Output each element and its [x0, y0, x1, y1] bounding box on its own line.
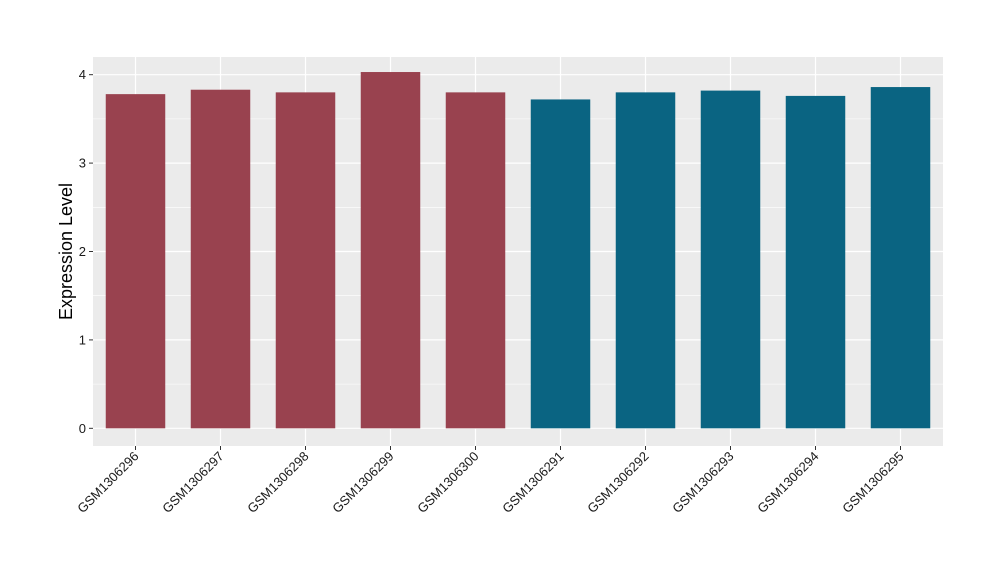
- x-tick-label: GSM1306299: [329, 449, 396, 516]
- bar-GSM1306300: [445, 92, 506, 429]
- bar-GSM1306297: [190, 89, 251, 429]
- bar-GSM1306296: [105, 94, 166, 429]
- y-tick-label: 1: [79, 332, 86, 347]
- x-tick-label: GSM1306296: [74, 449, 141, 516]
- x-tick-label: GSM1306291: [499, 449, 566, 516]
- x-tick-label: GSM1306295: [839, 449, 906, 516]
- bar-GSM1306292: [615, 92, 676, 429]
- bar-GSM1306294: [785, 95, 846, 429]
- x-tick-label: GSM1306297: [159, 449, 226, 516]
- y-tick-label: 2: [79, 244, 86, 259]
- bars: [105, 72, 931, 429]
- x-tick-label: GSM1306293: [669, 449, 736, 516]
- x-tick-label: GSM1306300: [414, 449, 481, 516]
- bar-GSM1306293: [700, 90, 761, 429]
- x-tick-label: GSM1306298: [244, 449, 311, 516]
- bar-GSM1306299: [360, 72, 421, 429]
- x-tick-label: GSM1306292: [584, 449, 651, 516]
- y-axis: 0 1 2 3 4: [79, 67, 93, 436]
- x-tick-label: GSM1306294: [754, 449, 821, 516]
- bar-GSM1306295: [870, 87, 931, 429]
- bar-GSM1306298: [275, 92, 336, 429]
- y-tick-label: 0: [79, 421, 86, 436]
- y-tick-label: 4: [79, 67, 86, 82]
- x-axis: GSM1306296 GSM1306297 GSM1306298 GSM1306299…: [74, 446, 907, 516]
- y-axis-title: Expression Level: [56, 183, 76, 320]
- bar-GSM1306291: [530, 99, 591, 429]
- y-tick-label: 3: [79, 156, 86, 171]
